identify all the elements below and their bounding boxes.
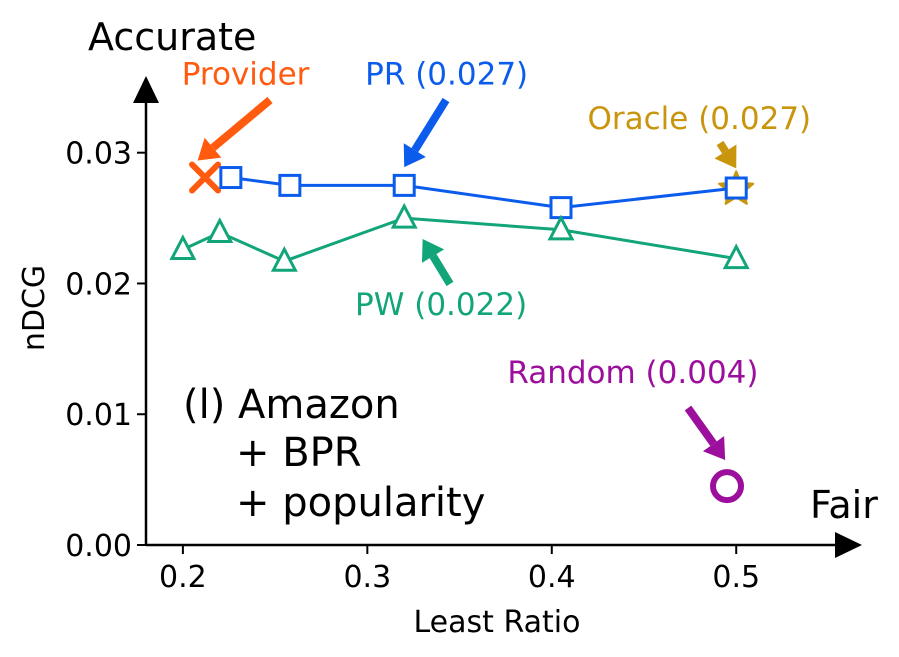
annotation-arrow-head bbox=[421, 239, 445, 263]
y-axis-label: nDCG bbox=[17, 265, 52, 351]
annotation-provider: Provider bbox=[182, 57, 310, 161]
text-layer: nDCG Least Ratio Accurate Fair (l) Amazo… bbox=[17, 15, 878, 640]
panel-label-line-2: + BPR bbox=[236, 430, 362, 476]
series-line-pr bbox=[230, 176, 737, 210]
annotation-arrow-head bbox=[403, 143, 426, 168]
point-pw bbox=[169, 234, 197, 260]
fair-label: Fair bbox=[810, 483, 878, 527]
x-axis-label: Least Ratio bbox=[414, 605, 581, 640]
point-pw bbox=[206, 217, 234, 243]
panel-label-line-3: + popularity bbox=[236, 480, 485, 526]
annotation-arrow-head bbox=[197, 137, 222, 161]
annotation-label: Random (0.004) bbox=[507, 355, 758, 391]
point-pr bbox=[278, 173, 302, 197]
point-pw bbox=[722, 243, 750, 270]
accurate-label: Accurate bbox=[88, 15, 256, 59]
point-pr bbox=[219, 166, 243, 190]
point-pw bbox=[390, 202, 418, 229]
annotation-arrow-head bbox=[702, 436, 726, 460]
point-provider-stroke-b bbox=[189, 161, 222, 194]
y-axis-arrow bbox=[133, 76, 159, 103]
annotation-arrow-shaft bbox=[411, 97, 450, 153]
x-tick-label: 0.3 bbox=[343, 560, 391, 595]
annotation-pr: PR (0.027) bbox=[365, 57, 528, 168]
point-pw bbox=[547, 214, 575, 241]
annotation-label: Provider bbox=[182, 57, 310, 93]
point-pr bbox=[724, 176, 748, 200]
series-line-pw bbox=[182, 216, 737, 263]
annotation-label: PR (0.027) bbox=[365, 57, 528, 93]
y-tick-label: 0.00 bbox=[65, 529, 132, 564]
y-tick-label: 0.03 bbox=[65, 137, 132, 172]
series-pr bbox=[219, 166, 748, 220]
panel-label-line-1: (l) Amazon bbox=[183, 382, 400, 428]
series-layer bbox=[169, 161, 755, 504]
annotation-arrow-shaft bbox=[429, 254, 454, 287]
x-tick-label: 0.4 bbox=[528, 560, 576, 595]
series-pw bbox=[169, 202, 750, 272]
y-tick-label: 0.02 bbox=[65, 267, 132, 302]
y-tick-label: 0.01 bbox=[65, 398, 132, 433]
annotation-oracle: Oracle (0.027) bbox=[587, 101, 811, 169]
annotation-label: Oracle (0.027) bbox=[587, 101, 811, 137]
annotation-pw: PW (0.022) bbox=[355, 239, 527, 323]
x-axis-arrow bbox=[835, 532, 862, 558]
axes: 0.00 0.01 0.02 0.03 0.2 0.3 0.4 0.5 bbox=[65, 76, 862, 595]
annotation-layer: Provider PR (0.027) Oracle (0.027) PW (0.02… bbox=[182, 57, 811, 460]
annotation-arrow-shaft bbox=[210, 96, 273, 151]
annotation-arrow-shaft bbox=[716, 140, 729, 154]
annotation-arrow-shaft bbox=[684, 405, 717, 447]
point-pw bbox=[270, 245, 298, 272]
point-random bbox=[710, 469, 744, 504]
point-provider bbox=[189, 161, 222, 194]
annotation-arrow-head bbox=[714, 144, 737, 169]
annotation-random: Random (0.004) bbox=[507, 355, 759, 460]
x-tick-label: 0.5 bbox=[712, 560, 760, 595]
point-pr bbox=[392, 173, 416, 197]
annotation-label: PW (0.022) bbox=[355, 287, 527, 323]
x-tick-label: 0.2 bbox=[159, 560, 207, 595]
